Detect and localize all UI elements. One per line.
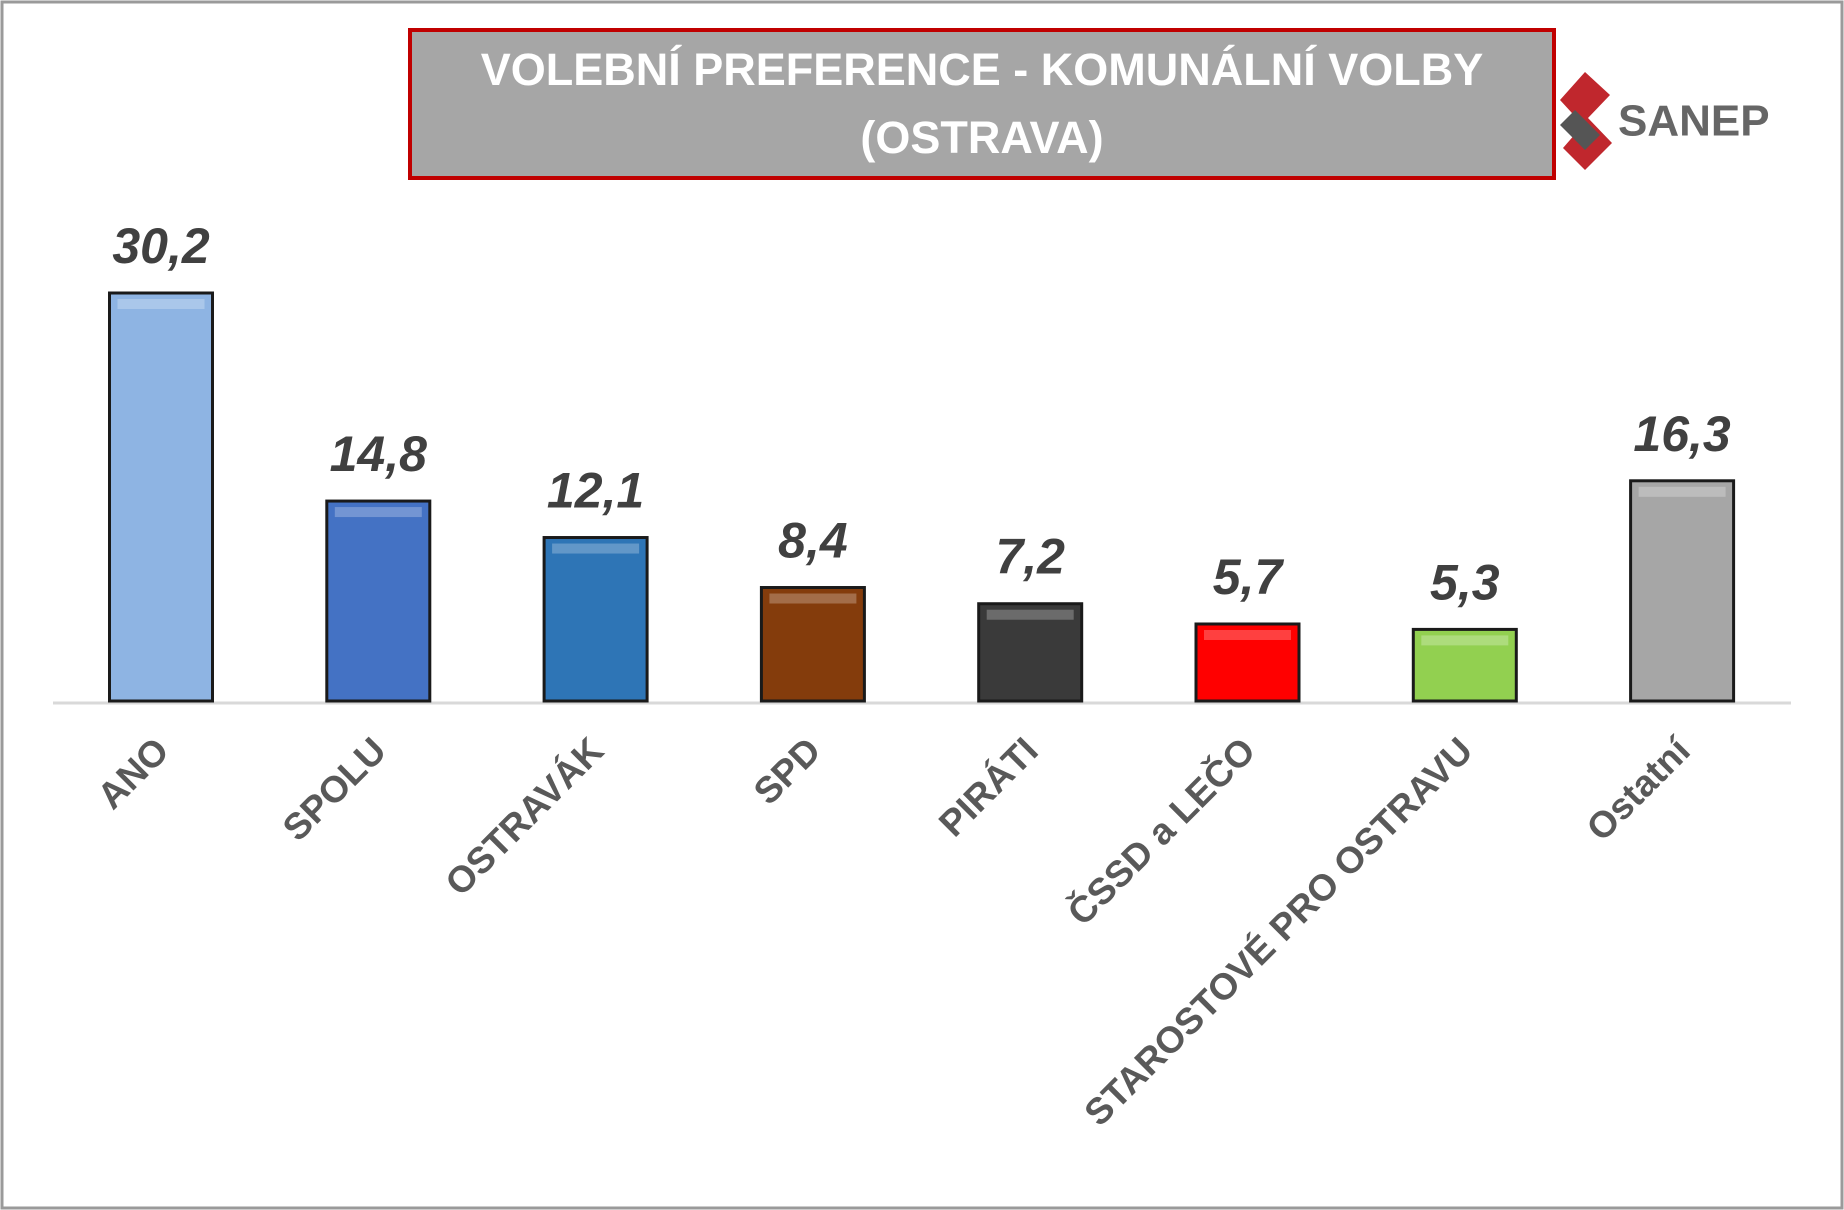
value-label: 14,8 (330, 426, 428, 482)
bar (1411, 627, 1518, 703)
bar (108, 291, 214, 703)
value-label: 7,2 (995, 529, 1065, 585)
value-label: 30,2 (112, 218, 210, 274)
bar-highlight (334, 507, 422, 518)
logo-mark (1560, 110, 1600, 150)
bar (1629, 479, 1736, 703)
chart-title: VOLEBNÍ PREFERENCE - KOMUNÁLNÍ VOLBY (OS… (408, 28, 1556, 180)
bar-highlight (1204, 629, 1291, 640)
bar-highlight (986, 609, 1074, 620)
bar-highlight (552, 543, 640, 554)
bar (542, 536, 649, 703)
x-tick-label: OSTRAVÁK (437, 729, 611, 903)
bar (1194, 622, 1301, 703)
bar (977, 602, 1084, 703)
value-label: 8,4 (778, 513, 848, 569)
x-tick-label: SPOLU (275, 730, 394, 849)
bar (759, 586, 866, 703)
value-label: 16,3 (1633, 406, 1731, 462)
x-tick-label: ČSSD a LEČO (1059, 729, 1263, 933)
logo-text: SANEP (1618, 97, 1770, 146)
x-tick-label: SPD (746, 730, 829, 813)
x-tick-label: ANO (90, 730, 177, 817)
bar (325, 499, 432, 703)
value-label: 12,1 (547, 463, 644, 519)
bar-highlight (769, 593, 857, 604)
x-tick-label: Ostatní (1579, 728, 1699, 848)
x-tick-label: STAROSTOVÉ PRO OSTRAVU (1076, 730, 1480, 1134)
x-tick-label: PIRÁTI (931, 730, 1046, 845)
value-label: 5,7 (1213, 549, 1285, 605)
bar-highlight (1638, 486, 1726, 497)
bar-highlight (1421, 635, 1509, 646)
value-label: 5,3 (1430, 554, 1500, 610)
bar-highlight (117, 298, 205, 309)
